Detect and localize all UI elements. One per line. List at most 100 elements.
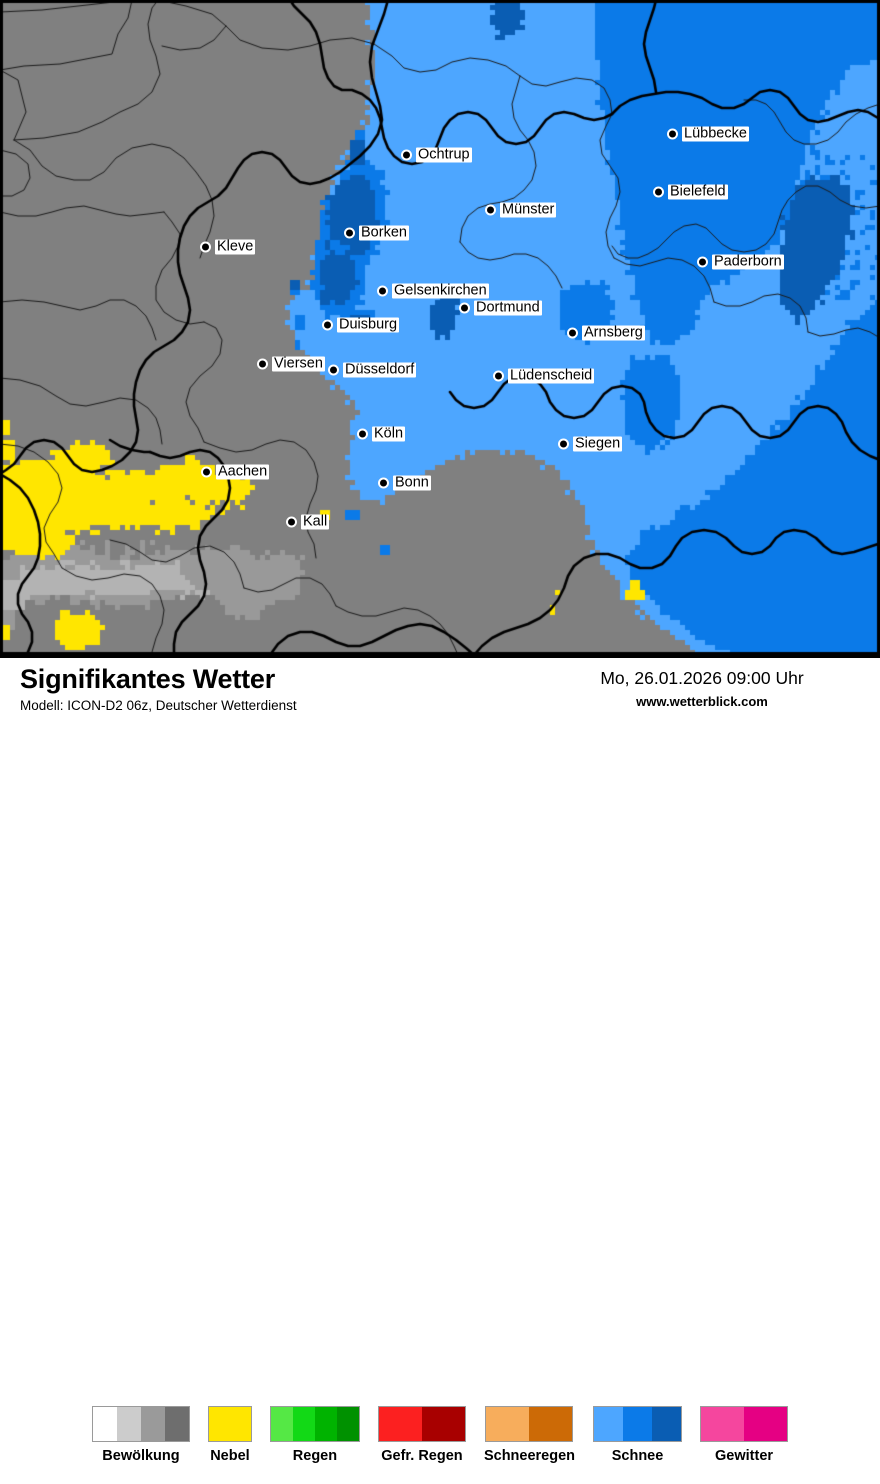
city-marker[interactable]: Lübbecke — [667, 125, 749, 142]
legend-item-gefr-regen: Gefr. Regen — [377, 1406, 466, 1464]
legend-item-regen: Regen — [269, 1406, 360, 1464]
legend-label: Regen — [292, 1448, 338, 1464]
city-marker[interactable]: Kleve — [200, 239, 256, 255]
city-dot-icon — [357, 428, 368, 440]
city-dot-icon — [286, 516, 297, 528]
city-label: Paderborn — [712, 253, 784, 270]
weather-map-panel[interactable]: Lübbecke Bielefeld Paderborn Ochtrup Münster… — [0, 0, 880, 658]
legend-item-gewitter: Gewitter — [700, 1406, 789, 1464]
legend-label: Gefr. Regen — [381, 1448, 463, 1464]
city-dot-icon — [328, 364, 339, 376]
legend-color-chip — [92, 1407, 117, 1441]
legend-color-chip — [594, 1407, 624, 1441]
city-marker[interactable]: Bielefeld — [653, 183, 728, 200]
legend-color-chip — [140, 1407, 165, 1441]
city-marker[interactable]: Duisburg — [322, 316, 400, 333]
city-marker[interactable]: Gelsenkirchen — [377, 282, 489, 299]
legend-color-chip — [486, 1407, 530, 1441]
website-url: www.wetterblick.com — [636, 694, 768, 709]
city-dot-icon — [344, 227, 355, 239]
city-marker[interactable]: Düsseldorf — [328, 361, 417, 378]
legend-swatch — [207, 1406, 252, 1442]
weather-legend: Bewölkung Nebel Regen Gefr. Regen Schneerege… — [0, 1406, 880, 1484]
legend-color-chip — [292, 1407, 315, 1441]
city-dot-icon — [697, 256, 708, 268]
city-label: Borken — [359, 224, 409, 241]
city-label: Arnsberg — [582, 324, 645, 341]
legend-label: Bewölkung — [102, 1448, 180, 1464]
city-dot-icon — [558, 438, 569, 450]
legend-swatch — [91, 1406, 190, 1442]
legend-item-schneeregen: Schneeregen — [484, 1406, 575, 1464]
legend-label: Gewitter — [715, 1448, 774, 1464]
city-marker[interactable]: Kall — [286, 513, 330, 530]
city-marker[interactable]: Aachen — [201, 463, 270, 480]
city-marker[interactable]: Lüdenscheid — [493, 367, 595, 384]
city-dot-icon — [257, 358, 268, 370]
city-dot-icon — [200, 241, 211, 253]
legend-label: Nebel — [210, 1448, 250, 1464]
city-label: Lüdenscheid — [508, 367, 595, 384]
city-label: Siegen — [573, 435, 623, 452]
city-label: Kall — [301, 513, 330, 530]
city-marker[interactable]: Dortmund — [459, 299, 542, 316]
city-label: Viersen — [272, 355, 325, 372]
city-dot-icon — [378, 477, 389, 489]
city-marker[interactable]: Paderborn — [697, 253, 784, 270]
city-marker[interactable]: Viersen — [257, 355, 325, 372]
valid-timestamp: Mo, 26.01.2026 09:00 Uhr — [600, 668, 804, 688]
city-marker[interactable]: Arnsberg — [567, 324, 645, 341]
city-marker[interactable]: Ochtrup — [401, 146, 472, 163]
city-marker[interactable]: Münster — [485, 201, 557, 218]
city-label: Dortmund — [474, 299, 542, 316]
city-marker[interactable]: Köln — [357, 425, 406, 442]
legend-color-chip — [529, 1407, 573, 1441]
city-dot-icon — [322, 319, 333, 331]
city-label: Münster — [500, 201, 557, 218]
city-label: Bielefeld — [668, 183, 728, 200]
legend-swatch — [593, 1406, 683, 1442]
city-marker[interactable]: Siegen — [558, 435, 623, 452]
legend-color-chip — [116, 1407, 141, 1441]
city-label: Köln — [372, 425, 406, 442]
page-title: Signifikantes Wetter — [20, 664, 276, 694]
city-dot-icon — [459, 302, 470, 314]
city-label: Ochtrup — [416, 146, 472, 163]
footer-top-row: Signifikantes Wetter Modell: ICON-D2 06z… — [0, 658, 880, 718]
model-subtitle: Modell: ICON-D2 06z, Deutscher Wetterdie… — [20, 698, 297, 713]
city-dot-icon — [493, 370, 504, 382]
legend-color-chip — [336, 1407, 359, 1441]
city-label: Lübbecke — [682, 125, 749, 142]
legend-label: Schnee — [611, 1448, 664, 1464]
map-footer: Signifikantes Wetter Modell: ICON-D2 06z… — [0, 658, 880, 1464]
legend-color-chip — [421, 1407, 465, 1441]
legend-item-nebel: Nebel — [207, 1406, 252, 1464]
validity-block: Mo, 26.01.2026 09:00 Uhr www.wetterblick… — [552, 668, 852, 709]
legend-swatch — [377, 1406, 466, 1442]
city-label: Gelsenkirchen — [392, 282, 489, 299]
city-marker[interactable]: Borken — [344, 224, 409, 241]
legend-color-chip — [701, 1407, 745, 1441]
city-label: Duisburg — [337, 316, 400, 333]
legend-color-chip — [378, 1407, 422, 1441]
city-label: Aachen — [216, 463, 270, 480]
city-dot-icon — [485, 204, 496, 216]
legend-color-chip — [164, 1407, 189, 1441]
city-label: Düsseldorf — [343, 361, 417, 378]
city-dot-icon — [567, 327, 578, 339]
legend-color-chip — [270, 1407, 293, 1441]
significant-weather-map-canvas[interactable] — [0, 0, 880, 655]
legend-color-chip — [744, 1407, 788, 1441]
legend-swatch — [485, 1406, 574, 1442]
city-marker[interactable]: Bonn — [378, 474, 431, 491]
legend-swatch — [700, 1406, 789, 1442]
city-label: Bonn — [393, 474, 431, 491]
legend-color-chip — [208, 1407, 251, 1441]
legend-swatch — [269, 1406, 360, 1442]
legend-color-chip — [623, 1407, 653, 1441]
city-dot-icon — [653, 186, 664, 198]
legend-item-bew-lkung: Bewölkung — [91, 1406, 190, 1464]
legend-item-schnee: Schnee — [593, 1406, 683, 1464]
legend-color-chip — [652, 1407, 682, 1441]
